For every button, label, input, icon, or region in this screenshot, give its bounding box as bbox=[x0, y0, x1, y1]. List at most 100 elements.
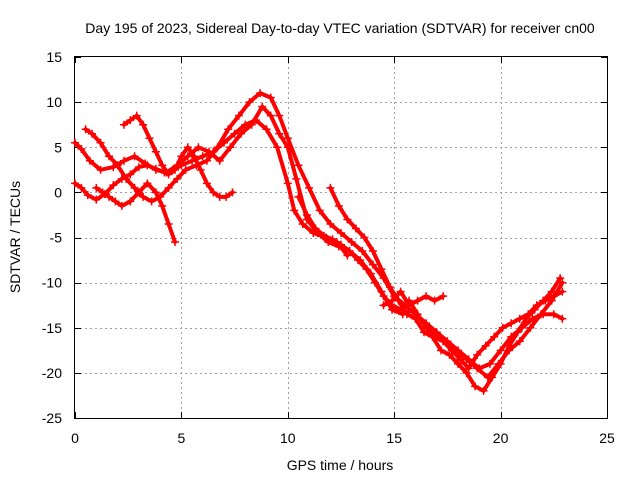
data-point bbox=[151, 165, 160, 174]
data-point bbox=[143, 179, 152, 188]
data-point bbox=[298, 219, 307, 228]
data-point bbox=[294, 192, 303, 201]
data-point bbox=[111, 197, 120, 206]
data-point bbox=[126, 116, 135, 125]
data-point bbox=[196, 165, 205, 174]
data-point bbox=[462, 368, 471, 377]
data-point bbox=[302, 210, 311, 219]
data-point bbox=[328, 235, 337, 244]
data-point bbox=[171, 165, 180, 174]
data-point bbox=[547, 287, 556, 296]
y-tick-label: 0 bbox=[54, 184, 62, 200]
data-point bbox=[119, 120, 128, 129]
data-point bbox=[158, 201, 167, 210]
data-point bbox=[151, 147, 160, 156]
y-tick-labels: -25 -20 -15 -10 -5 0 5 10 15 bbox=[42, 49, 62, 426]
data-point bbox=[71, 138, 79, 147]
data-point bbox=[177, 152, 186, 161]
data-point bbox=[171, 238, 180, 247]
x-tick-label: 0 bbox=[71, 430, 79, 446]
y-tick-label: 10 bbox=[46, 94, 62, 110]
data-point bbox=[258, 102, 267, 111]
data-point bbox=[190, 152, 199, 161]
y-tick-label: -20 bbox=[42, 365, 62, 381]
data-point bbox=[439, 337, 448, 346]
data-point bbox=[256, 89, 265, 98]
data-point bbox=[109, 181, 118, 190]
data-point bbox=[92, 195, 101, 204]
data-point bbox=[126, 197, 135, 206]
data-point bbox=[513, 328, 522, 337]
data-point bbox=[496, 359, 505, 368]
data-point bbox=[96, 165, 105, 174]
data-point bbox=[481, 341, 490, 350]
data-point bbox=[456, 355, 465, 364]
data-point bbox=[515, 337, 524, 346]
data-point bbox=[447, 346, 456, 355]
x-tick-label: 15 bbox=[386, 430, 402, 446]
data-point bbox=[490, 332, 499, 341]
series-line bbox=[121, 113, 235, 199]
data-point bbox=[126, 170, 135, 179]
data-point bbox=[475, 364, 484, 373]
data-point bbox=[98, 188, 107, 197]
data-point bbox=[262, 125, 271, 134]
data-point bbox=[213, 143, 222, 152]
data-point bbox=[141, 159, 150, 168]
x-axis-label: GPS time / hours bbox=[287, 457, 394, 473]
data-point bbox=[422, 292, 431, 301]
data-point bbox=[379, 301, 388, 310]
data-point bbox=[405, 301, 414, 310]
data-point bbox=[326, 183, 335, 192]
data-point bbox=[158, 161, 167, 170]
data-point bbox=[96, 138, 105, 147]
data-point bbox=[71, 179, 79, 188]
data-point bbox=[485, 359, 494, 368]
data-point bbox=[85, 156, 94, 165]
data-point bbox=[164, 183, 173, 192]
x-tick-label: 20 bbox=[493, 430, 509, 446]
data-point bbox=[266, 111, 275, 120]
data-point bbox=[385, 283, 394, 292]
data-point bbox=[130, 152, 139, 161]
y-tick-label: -10 bbox=[42, 275, 62, 291]
data-point bbox=[83, 191, 92, 200]
data-point bbox=[134, 163, 143, 172]
data-point bbox=[419, 328, 428, 337]
data-point bbox=[505, 341, 514, 350]
y-tick-label: -5 bbox=[50, 230, 63, 246]
series-track-7 bbox=[294, 192, 567, 373]
data-point bbox=[515, 314, 524, 323]
data-series bbox=[71, 89, 567, 395]
data-point bbox=[202, 179, 211, 188]
x-tick-label: 5 bbox=[178, 430, 186, 446]
data-point bbox=[464, 355, 473, 364]
x-tick-labels: 0 5 10 15 20 25 bbox=[71, 430, 615, 446]
data-point bbox=[360, 233, 369, 242]
data-point bbox=[319, 231, 328, 240]
data-point bbox=[209, 188, 218, 197]
data-point bbox=[151, 188, 160, 197]
data-point bbox=[77, 145, 86, 154]
data-point bbox=[326, 219, 335, 228]
data-point bbox=[430, 332, 439, 341]
data-point bbox=[147, 197, 156, 206]
data-point bbox=[134, 188, 143, 197]
data-point bbox=[292, 174, 301, 183]
data-point bbox=[334, 201, 343, 210]
data-point bbox=[88, 129, 97, 138]
x-tick-label: 25 bbox=[599, 430, 615, 446]
data-point bbox=[437, 346, 446, 355]
data-point bbox=[558, 314, 567, 323]
data-point bbox=[228, 188, 237, 197]
data-point bbox=[226, 143, 235, 152]
data-point bbox=[215, 156, 224, 165]
data-point bbox=[245, 98, 254, 107]
data-point bbox=[464, 364, 473, 373]
data-point bbox=[445, 350, 454, 359]
data-point bbox=[234, 111, 243, 120]
data-point bbox=[145, 134, 154, 143]
data-point bbox=[471, 382, 480, 391]
data-point bbox=[430, 296, 439, 305]
data-point bbox=[202, 156, 211, 165]
